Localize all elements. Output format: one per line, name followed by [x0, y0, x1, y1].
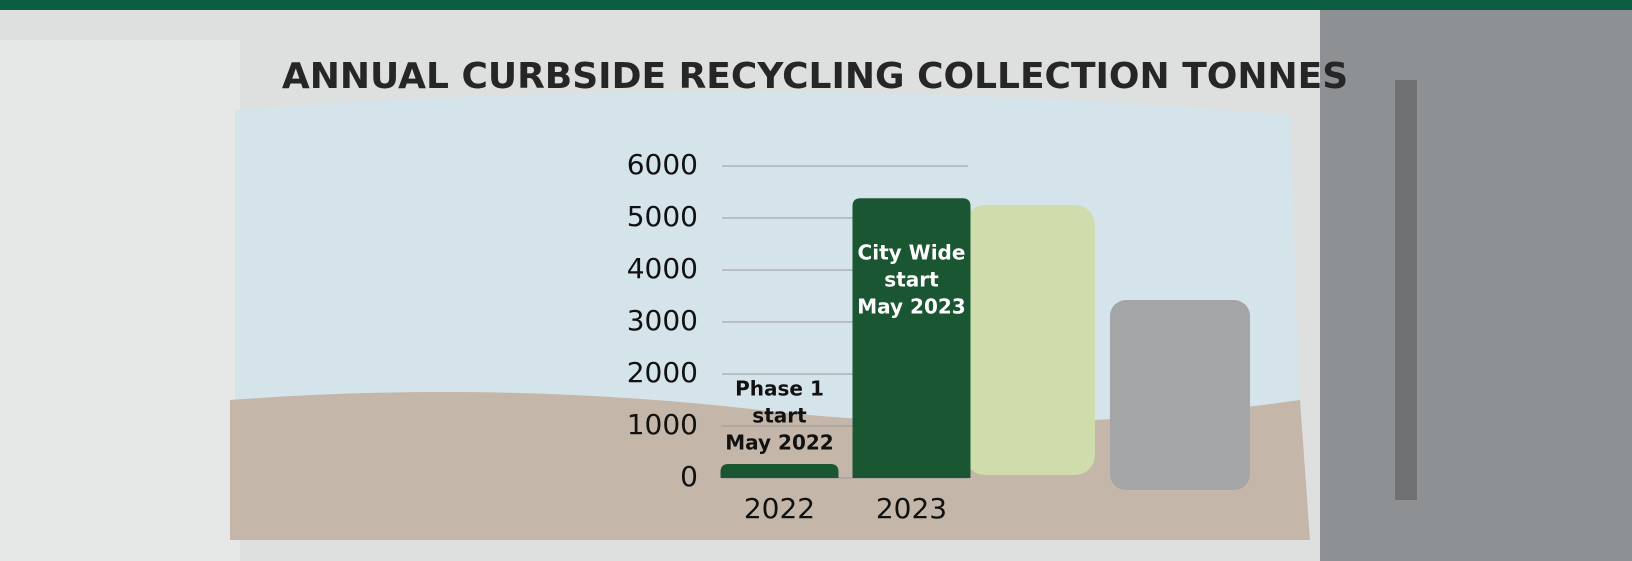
bar-annotation: City Wide [858, 241, 966, 265]
bar-annotation: May 2023 [857, 295, 965, 319]
y-tick-label: 3000 [627, 304, 698, 337]
bar [720, 463, 839, 478]
chart-title: ANNUAL CURBSIDE RECYCLING COLLECTION TON… [282, 56, 1348, 97]
y-tick-label: 1000 [627, 408, 698, 441]
y-tick-label: 5000 [627, 200, 698, 233]
x-tick-label: 2023 [876, 492, 947, 525]
y-tick-label: 2000 [627, 356, 698, 389]
bar-annotation: start [884, 268, 939, 292]
bar-annotation: start [752, 403, 807, 427]
bar-annotation: May 2022 [725, 430, 833, 454]
x-tick-label: 2022 [744, 492, 815, 525]
bar-annotation: Phase 1 [735, 376, 824, 400]
top-bar [0, 0, 1632, 10]
bar [852, 198, 971, 479]
y-tick-label: 0 [680, 460, 698, 493]
background-wall [1320, 10, 1632, 561]
background-pole [1395, 80, 1417, 500]
background-bin [1110, 300, 1250, 490]
background-panel [0, 40, 240, 561]
y-tick-label: 6000 [627, 148, 698, 181]
background-bin [965, 205, 1095, 475]
y-tick-label: 4000 [627, 252, 698, 285]
